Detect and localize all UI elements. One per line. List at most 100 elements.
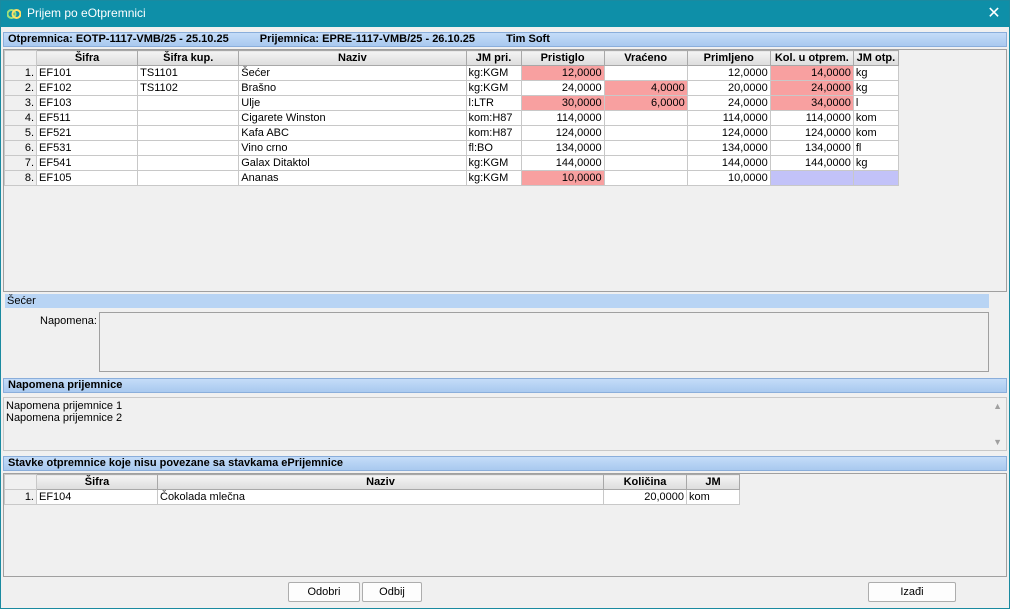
cell-sifra[interactable]: EF521: [36, 125, 139, 141]
table-row[interactable]: 8. EF105 Ananas kg:KGM 10,0000 10,0000: [3, 170, 900, 186]
cell-jm[interactable]: kom: [686, 489, 740, 505]
cell-sifra-kup[interactable]: [137, 170, 240, 186]
cell-sifra[interactable]: EF104: [36, 489, 158, 505]
cell-kol-otp[interactable]: 144,0000: [769, 155, 854, 171]
cell-sifra[interactable]: EF511: [36, 110, 139, 126]
cell-jm-otp[interactable]: fl: [852, 140, 900, 156]
cell-primljeno[interactable]: 24,0000: [686, 95, 771, 111]
cell-jm-pri[interactable]: kg:KGM: [465, 65, 522, 81]
cell-vraceno[interactable]: [603, 140, 688, 156]
cell-pristiglo[interactable]: 30,0000: [520, 95, 605, 111]
cell-sifra[interactable]: EF105: [36, 170, 139, 186]
cell-vraceno[interactable]: [603, 110, 688, 126]
cell-kol-otp[interactable]: 134,0000: [769, 140, 854, 156]
cell-primljeno[interactable]: 134,0000: [686, 140, 771, 156]
table-row[interactable]: 7. EF541 Galax Ditaktol kg:KGM 144,0000 …: [3, 155, 900, 171]
cell-primljeno[interactable]: 10,0000: [686, 170, 771, 186]
napomena-field[interactable]: [99, 312, 989, 372]
cell-pristiglo[interactable]: 114,0000: [520, 110, 605, 126]
col-vraceno[interactable]: Vraćeno: [603, 50, 688, 66]
cell-kol-otp[interactable]: 14,0000: [769, 65, 854, 81]
cell-kolicina[interactable]: 20,0000: [603, 489, 687, 505]
cell-jm-pri[interactable]: kg:KGM: [465, 170, 522, 186]
table-row[interactable]: 2. EF102 TS1102 Brašno kg:KGM 24,0000 4,…: [3, 80, 900, 96]
cell-naziv[interactable]: Čokolada mlečna: [157, 489, 604, 505]
cell-naziv[interactable]: Kafa ABC: [238, 125, 467, 141]
cell-kol-otp[interactable]: 34,0000: [769, 95, 854, 111]
cell-pristiglo[interactable]: 134,0000: [520, 140, 605, 156]
cell-jm-otp[interactable]: kg: [852, 65, 900, 81]
cell-sifra[interactable]: EF102: [36, 80, 139, 96]
cell-sifra[interactable]: EF101: [36, 65, 139, 81]
cell-pristiglo[interactable]: 24,0000: [520, 80, 605, 96]
cell-jm-pri[interactable]: fl:BO: [465, 140, 522, 156]
cell-naziv[interactable]: Cigarete Winston: [238, 110, 467, 126]
cell-jm-otp[interactable]: kom: [852, 110, 900, 126]
cell-jm-pri[interactable]: kg:KGM: [465, 80, 522, 96]
cell-primljeno[interactable]: 124,0000: [686, 125, 771, 141]
cell-naziv[interactable]: Ananas: [238, 170, 467, 186]
col-sifra[interactable]: Šifra: [36, 50, 139, 66]
col-jm-pri[interactable]: JM pri.: [465, 50, 522, 66]
cell-vraceno[interactable]: 6,0000: [603, 95, 688, 111]
cell-vraceno[interactable]: [603, 65, 688, 81]
napomena-prijemnice-text[interactable]: Napomena prijemnice 1 Napomena prijemnic…: [3, 397, 1007, 451]
cell-sifra-kup[interactable]: [137, 155, 240, 171]
cell-jm-otp[interactable]: [852, 170, 900, 186]
cell-pristiglo[interactable]: 124,0000: [520, 125, 605, 141]
close-icon[interactable]: ✕: [987, 5, 1001, 22]
col-naziv[interactable]: Naziv: [238, 50, 467, 66]
col-pristiglo[interactable]: Pristiglo: [520, 50, 605, 66]
col-jm-otp[interactable]: JM otp.: [852, 50, 900, 66]
cell-primljeno[interactable]: 20,0000: [686, 80, 771, 96]
cell-vraceno[interactable]: [603, 155, 688, 171]
cell-pristiglo[interactable]: 144,0000: [520, 155, 605, 171]
cell-jm-pri[interactable]: kom:H87: [465, 125, 522, 141]
cell-vraceno[interactable]: [603, 125, 688, 141]
table-row[interactable]: 1. EF101 TS1101 Šećer kg:KGM 12,0000 12,…: [3, 65, 900, 81]
cell-vraceno[interactable]: 4,0000: [603, 80, 688, 96]
table-row[interactable]: 6. EF531 Vino crno fl:BO 134,0000 134,00…: [3, 140, 900, 156]
col-sifra-kup[interactable]: Šifra kup.: [137, 50, 240, 66]
odbij-button[interactable]: Odbij: [362, 582, 422, 602]
cell-kol-otp[interactable]: 124,0000: [769, 125, 854, 141]
col-kol-otp[interactable]: Kol. u otprem.: [769, 50, 854, 66]
scroll-up-icon[interactable]: ▲: [993, 401, 1002, 411]
cell-jm-otp[interactable]: kg: [852, 155, 900, 171]
cell-kol-otp[interactable]: [769, 170, 854, 186]
items-grid[interactable]: Šifra Šifra kup. Naziv JM pri. Pristiglo…: [3, 49, 1007, 292]
cell-primljeno[interactable]: 144,0000: [686, 155, 771, 171]
cell-pristiglo[interactable]: 12,0000: [520, 65, 605, 81]
table-row[interactable]: 4. EF511 Cigarete Winston kom:H87 114,00…: [3, 110, 900, 126]
cell-sifra-kup[interactable]: TS1102: [137, 80, 240, 96]
scroll-down-icon[interactable]: ▼: [993, 437, 1002, 447]
table-row[interactable]: 1. EF104 Čokolada mlečna 20,0000 kom: [4, 489, 740, 505]
cell-jm-otp[interactable]: kom: [852, 125, 900, 141]
cell-sifra[interactable]: EF541: [36, 155, 139, 171]
cell-naziv[interactable]: Vino crno: [238, 140, 467, 156]
cell-sifra-kup[interactable]: [137, 95, 240, 111]
col-kolicina[interactable]: Količina: [603, 474, 687, 490]
cell-sifra-kup[interactable]: [137, 140, 240, 156]
cell-jm-pri[interactable]: kom:H87: [465, 110, 522, 126]
cell-jm-pri[interactable]: kg:KGM: [465, 155, 522, 171]
cell-naziv[interactable]: Šećer: [238, 65, 467, 81]
cell-jm-otp[interactable]: kg: [852, 80, 900, 96]
cell-sifra-kup[interactable]: TS1101: [137, 65, 240, 81]
cell-naziv[interactable]: Galax Ditaktol: [238, 155, 467, 171]
cell-vraceno[interactable]: [603, 170, 688, 186]
cell-sifra[interactable]: EF103: [36, 95, 139, 111]
cell-pristiglo[interactable]: 10,0000: [520, 170, 605, 186]
cell-naziv[interactable]: Ulje: [238, 95, 467, 111]
cell-sifra[interactable]: EF531: [36, 140, 139, 156]
table-row[interactable]: 3. EF103 Ulje l:LTR 30,0000 6,0000 24,00…: [3, 95, 900, 111]
cell-kol-otp[interactable]: 114,0000: [769, 110, 854, 126]
col-primljeno[interactable]: Primljeno: [686, 50, 771, 66]
cell-naziv[interactable]: Brašno: [238, 80, 467, 96]
izadji-button[interactable]: Izađi: [868, 582, 956, 602]
cell-sifra-kup[interactable]: [137, 110, 240, 126]
cell-sifra-kup[interactable]: [137, 125, 240, 141]
col-sifra[interactable]: Šifra: [36, 474, 158, 490]
odobri-button[interactable]: Odobri: [288, 582, 360, 602]
unlinked-grid[interactable]: Šifra Naziv Količina JM 1. EF104 Čokolad…: [3, 473, 1007, 577]
